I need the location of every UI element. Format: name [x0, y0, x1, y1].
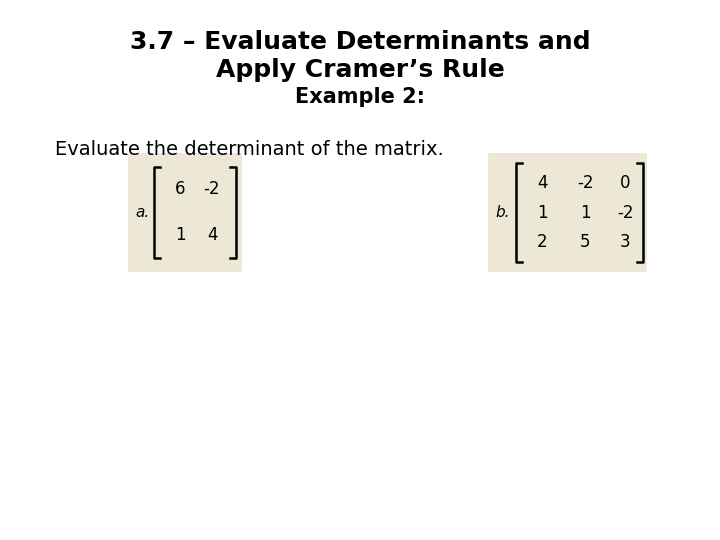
Text: Evaluate the determinant of the matrix.: Evaluate the determinant of the matrix.: [55, 140, 444, 159]
Text: Example 2:: Example 2:: [295, 87, 425, 107]
FancyBboxPatch shape: [488, 153, 647, 272]
FancyBboxPatch shape: [128, 153, 242, 272]
Text: 1: 1: [580, 204, 590, 221]
Text: 0: 0: [620, 173, 630, 192]
Text: 2: 2: [536, 233, 547, 252]
Text: -2: -2: [204, 180, 220, 199]
Text: 3: 3: [620, 233, 630, 252]
Text: Apply Cramer’s Rule: Apply Cramer’s Rule: [215, 58, 505, 82]
Text: 1: 1: [536, 204, 547, 221]
Text: -2: -2: [617, 204, 634, 221]
Text: a.: a.: [135, 205, 149, 220]
Text: 6: 6: [175, 180, 185, 199]
Text: 5: 5: [580, 233, 590, 252]
Text: 3.7 – Evaluate Determinants and: 3.7 – Evaluate Determinants and: [130, 30, 590, 54]
Text: 4: 4: [536, 173, 547, 192]
Text: 1: 1: [175, 226, 185, 245]
Text: b.: b.: [495, 205, 510, 220]
Text: -2: -2: [577, 173, 593, 192]
Text: 4: 4: [207, 226, 217, 245]
